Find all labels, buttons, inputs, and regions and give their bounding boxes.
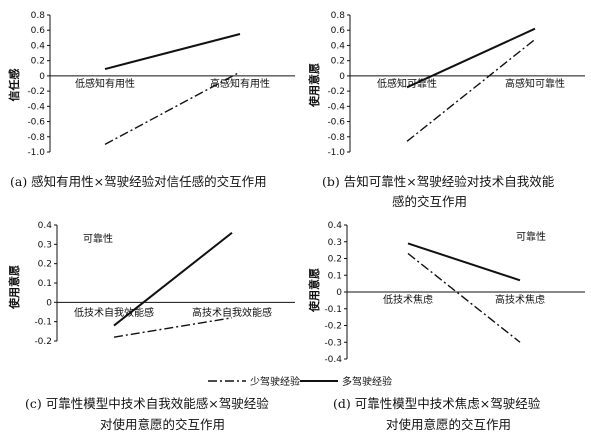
y-tick-label: -0.2 bbox=[27, 87, 45, 97]
y-tick-label: -0.4 bbox=[27, 102, 45, 112]
series-line-many-experience bbox=[113, 231, 233, 327]
y-tick-label: -0.1 bbox=[324, 305, 342, 315]
series-line-many-experience bbox=[104, 33, 241, 71]
y-tick-label: -1.0 bbox=[327, 148, 345, 158]
y-tick-label: 0.2 bbox=[31, 57, 45, 67]
chart-panel-4: -0.4 -0.3 -0.2 -0.1 0 0.1 0.2 0.3 0.4 使用意愿低技术焦虑 高技… bbox=[307, 221, 585, 432]
y-tick-label: 0 bbox=[39, 72, 45, 82]
panel-caption: 对使用意愿的交互作用 bbox=[100, 417, 225, 432]
legend: 少驾驶经验 多驾驶经验 bbox=[208, 375, 392, 388]
y-tick-label: 0.4 bbox=[38, 221, 53, 231]
legend-many-label: 多驾驶经验 bbox=[342, 375, 392, 388]
y-tick-label: 0.6 bbox=[31, 26, 46, 36]
panel-annotation: 可靠性 bbox=[516, 230, 546, 243]
y-tick-label: -0.4 bbox=[324, 355, 342, 365]
y-tick-label: 0.4 bbox=[31, 41, 46, 51]
y-tick-label: 0.1 bbox=[328, 271, 342, 281]
y-tick-label: -0.2 bbox=[34, 337, 52, 347]
y-tick-label: -0.3 bbox=[324, 338, 342, 348]
x-category-label: 高技术焦虑 bbox=[495, 293, 545, 306]
y-axis-label: 使用意愿 bbox=[7, 265, 21, 310]
panel-caption: (c) 可靠性模型中技术自我效能感×驾驶经验 bbox=[25, 396, 269, 411]
panel-caption: (d) 可靠性模型中技术焦虑×驾驶经验 bbox=[333, 396, 541, 411]
chart-panel-1: -1.0 -0.8 -0.6 -0.4 -0.2 0 0.2 0.4 0.6 0.8 信任感 低感知有… bbox=[7, 11, 295, 189]
chart-panel-2: -1.0 -0.8 -0.6 -0.4 -0.2 0 0.2 0.4 0.6 0.8 使用意愿 低感知… bbox=[307, 11, 585, 209]
panel-caption: (b) 告知可靠性×驾驶经验对技术自我效能 bbox=[322, 174, 555, 189]
x-category-label: 低技术焦虑 bbox=[383, 293, 433, 306]
x-category-label: 高感知有用性 bbox=[210, 77, 270, 90]
y-tick-label: 0.6 bbox=[331, 26, 346, 36]
y-tick-label: -0.8 bbox=[327, 133, 345, 143]
y-axis-label: 信任感 bbox=[7, 69, 21, 102]
y-tick-label: 0 bbox=[336, 288, 342, 298]
x-category-label: 高技术自我效能感 bbox=[192, 306, 272, 319]
y-tick-label: -0.8 bbox=[27, 133, 45, 143]
y-tick-label: 0.2 bbox=[328, 255, 342, 265]
y-tick-label: -0.4 bbox=[327, 102, 345, 112]
x-category-label: 低技术自我效能感 bbox=[74, 306, 154, 319]
y-axis-label: 使用意愿 bbox=[307, 63, 321, 108]
series-line-few-experience bbox=[407, 252, 521, 343]
y-tick-label: 0 bbox=[339, 72, 345, 82]
y-tick-label: 0.8 bbox=[331, 11, 346, 21]
x-category-label: 高感知可靠性 bbox=[505, 77, 565, 90]
y-tick-label: 0.1 bbox=[38, 279, 52, 289]
series-line-many-experience bbox=[407, 242, 521, 282]
series-line-many-experience bbox=[406, 27, 536, 89]
x-category-label: 低感知有用性 bbox=[75, 77, 135, 90]
y-tick-label: 0.4 bbox=[328, 221, 343, 231]
y-tick-label: 0.4 bbox=[331, 41, 346, 51]
y-tick-label: 0.2 bbox=[331, 57, 345, 67]
y-tick-label: -1.0 bbox=[27, 148, 45, 158]
y-tick-label: 0 bbox=[46, 298, 52, 308]
panel-caption: 感的交互作用 bbox=[392, 194, 467, 209]
panel-caption: 对使用意愿的交互作用 bbox=[386, 417, 511, 432]
y-tick-label: 0.3 bbox=[328, 238, 342, 248]
y-axis-label: 使用意愿 bbox=[307, 268, 321, 313]
panel-caption: (a) 感知有用性×驾驶经验对信任感的交互作用 bbox=[10, 174, 267, 189]
y-tick-label: 0.2 bbox=[38, 260, 52, 270]
x-category-label: 低感知可靠性 bbox=[377, 77, 437, 90]
series-line-few-experience bbox=[406, 38, 536, 142]
series-line-few-experience bbox=[104, 71, 241, 146]
y-tick-label: -0.6 bbox=[27, 118, 45, 128]
y-tick-label: -0.2 bbox=[327, 87, 345, 97]
y-tick-label: 0.8 bbox=[31, 11, 46, 21]
y-tick-label: -0.1 bbox=[34, 318, 52, 328]
panel-annotation: 可靠性 bbox=[83, 232, 113, 245]
y-tick-label: -0.2 bbox=[324, 322, 342, 332]
legend-few-label: 少驾驶经验 bbox=[250, 375, 300, 388]
y-tick-label: 0.3 bbox=[38, 240, 52, 250]
y-tick-label: -0.6 bbox=[327, 118, 345, 128]
series-line-few-experience bbox=[113, 317, 233, 338]
